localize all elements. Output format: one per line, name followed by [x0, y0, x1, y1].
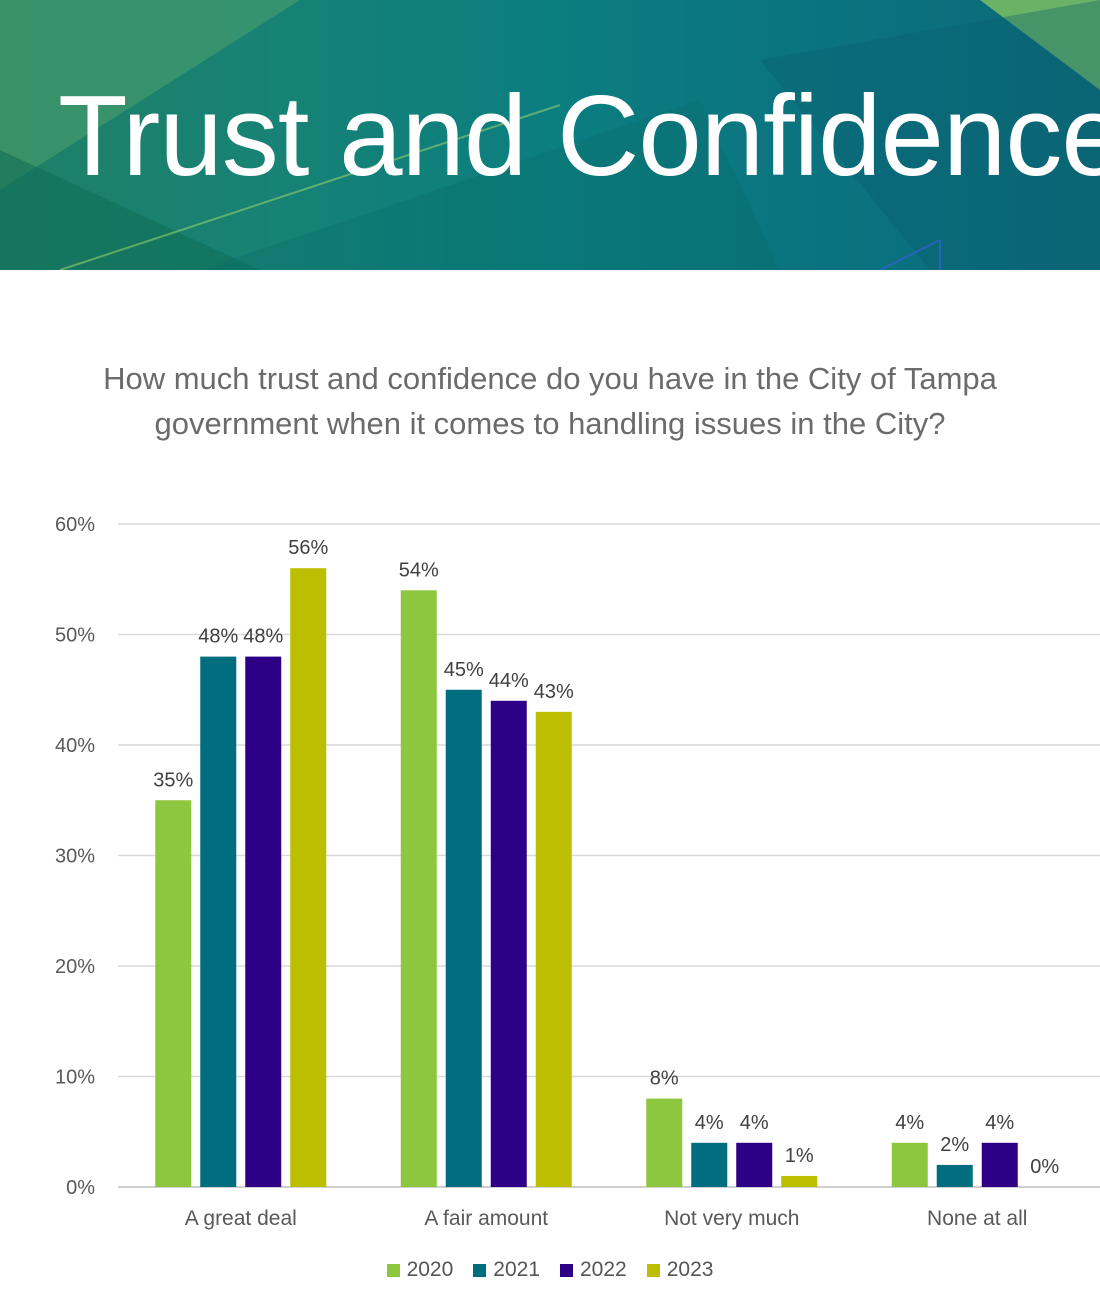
legend-swatch [560, 1263, 573, 1277]
legend-item-2020: 2020 [386, 1258, 454, 1282]
bar-2021-1 [445, 689, 482, 1187]
y-tick-label: 0% [66, 1177, 95, 1199]
data-label: 1% [785, 1145, 814, 1167]
legend-swatch [646, 1263, 660, 1277]
bars [155, 568, 1018, 1187]
x-tick-label: Not very much [664, 1207, 799, 1230]
bar-2020-3 [891, 1142, 928, 1187]
bar-2023-0 [290, 568, 327, 1187]
legend-item-2021: 2021 [473, 1258, 540, 1282]
data-label: 4% [895, 1112, 924, 1134]
bar-2021-3 [936, 1164, 973, 1187]
data-label: 4% [740, 1112, 769, 1134]
data-label: 45% [444, 659, 484, 681]
legend-swatch [473, 1263, 487, 1277]
y-axis-ticks: 0% 10% 20% 30% 40% 50% 60% [55, 514, 95, 1199]
x-tick-label: A fair amount [424, 1207, 548, 1230]
data-labels: 35% 48% 48% 56% 54% 45%44%43% 8% 4% 4% 1% 4% 2% 4% 0% [153, 537, 1059, 1178]
data-label: 43% [534, 681, 574, 703]
legend-item-2022: 2022 [560, 1258, 627, 1282]
y-tick-label: 10% [55, 1067, 95, 1089]
data-label: 54% [399, 559, 439, 581]
x-tick-label: None at all [927, 1207, 1027, 1230]
legend-item-2023: 2023 [646, 1258, 714, 1282]
banner-decoration [0, 0, 1100, 270]
data-label: 35% [153, 769, 193, 791]
data-label: 2% [940, 1134, 969, 1156]
bar-2020-0 [155, 800, 192, 1187]
page-title: Trust and Confidence [58, 73, 1100, 200]
data-label: 8% [650, 1068, 679, 1090]
legend-swatch [386, 1263, 400, 1277]
bar-2022-3 [981, 1142, 1018, 1187]
data-label: 48% [243, 626, 283, 648]
data-label: 44% [489, 670, 529, 692]
legend-label: 2023 [666, 1258, 714, 1281]
x-axis-ticks: A great deal A fair amount Not very much No… [185, 1207, 1028, 1230]
bar-2020-2 [646, 1098, 683, 1187]
bar-2022-2 [736, 1142, 773, 1187]
legend-label: 2020 [406, 1258, 454, 1281]
bar-2022-1 [490, 700, 527, 1187]
y-tick-label: 60% [55, 514, 95, 536]
data-label: 0% [1030, 1156, 1059, 1178]
header-banner: Trust and Confidence [0, 0, 1100, 270]
bar-chart: 0%10%20%30%40%50%60% 35%48% 48%56%54%45%4… [55, 514, 1100, 1230]
grid-lines [118, 523, 1100, 1188]
data-label: 56% [288, 537, 328, 559]
legend-label: 2022 [580, 1258, 627, 1281]
data-label: 4% [985, 1112, 1014, 1134]
legend-label: 2021 [493, 1258, 540, 1281]
bar-2022-0 [245, 656, 282, 1187]
y-tick-label: 40% [55, 735, 95, 757]
bar-2021-0 [200, 656, 237, 1187]
data-label: 48% [198, 626, 238, 648]
y-tick-label: 30% [55, 846, 95, 868]
bar-2023-1 [535, 711, 572, 1187]
chart-title: How much trust and confidence do you hav… [103, 361, 997, 441]
bar-2020-1 [400, 590, 437, 1187]
y-tick-label: 50% [55, 625, 95, 647]
data-label: 4% [695, 1112, 724, 1134]
x-tick-label: A great deal [185, 1207, 297, 1230]
bar-2021-2 [691, 1142, 728, 1187]
y-tick-label: 20% [55, 956, 95, 978]
chart-legend: 2020 2021 2022 2023 [0, 1258, 1100, 1282]
bar-2023-2 [781, 1175, 818, 1187]
